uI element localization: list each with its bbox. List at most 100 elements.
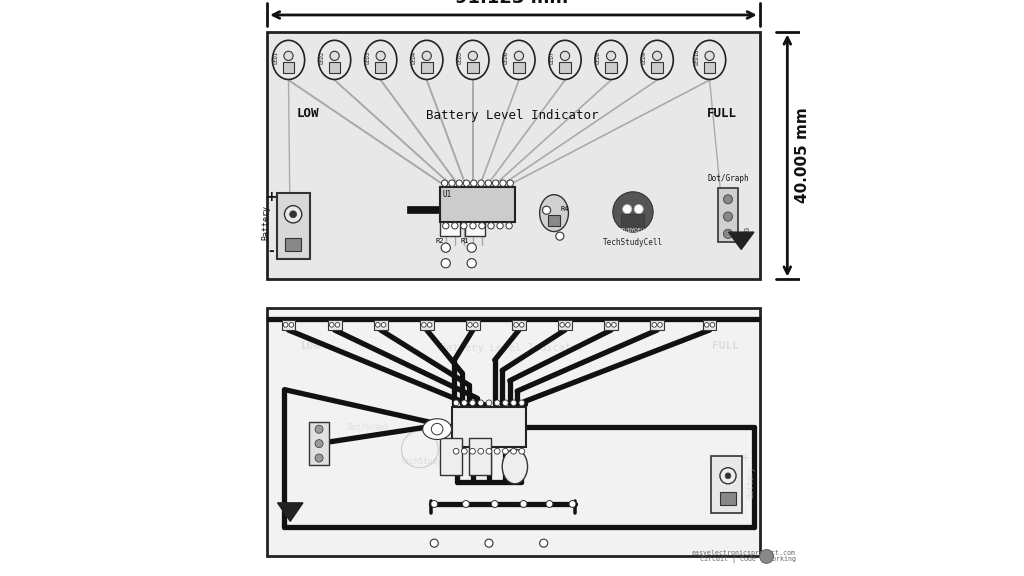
Bar: [604, 320, 618, 330]
Ellipse shape: [502, 449, 527, 484]
Circle shape: [514, 323, 518, 327]
Circle shape: [711, 323, 715, 327]
Circle shape: [507, 180, 513, 187]
Circle shape: [519, 448, 524, 454]
Circle shape: [503, 448, 508, 454]
Circle shape: [335, 323, 340, 327]
Circle shape: [454, 448, 459, 454]
Bar: [622, 214, 644, 228]
Bar: [512, 320, 526, 330]
Circle shape: [468, 51, 477, 60]
Text: LED7: LED7: [550, 51, 555, 63]
Circle shape: [461, 223, 467, 229]
Text: +: +: [265, 190, 278, 204]
Circle shape: [285, 206, 302, 223]
Circle shape: [511, 448, 516, 454]
Circle shape: [431, 501, 437, 507]
Circle shape: [623, 204, 632, 214]
Circle shape: [556, 232, 564, 240]
Circle shape: [290, 211, 297, 218]
Bar: [440, 187, 515, 222]
Circle shape: [441, 259, 451, 268]
Ellipse shape: [595, 40, 627, 79]
Circle shape: [471, 180, 477, 187]
Circle shape: [449, 180, 455, 187]
Circle shape: [376, 51, 385, 60]
Bar: [267, 308, 760, 556]
Bar: [408, 206, 439, 213]
Bar: [440, 438, 462, 475]
Ellipse shape: [423, 419, 452, 439]
Bar: [308, 422, 330, 465]
Circle shape: [506, 223, 512, 229]
Circle shape: [492, 501, 498, 507]
Circle shape: [486, 448, 492, 454]
Circle shape: [485, 539, 493, 547]
Circle shape: [431, 423, 443, 435]
Bar: [703, 62, 716, 73]
Text: +: +: [740, 453, 750, 464]
Circle shape: [725, 473, 731, 479]
Circle shape: [422, 51, 431, 60]
Circle shape: [441, 180, 447, 187]
Ellipse shape: [503, 40, 536, 79]
Circle shape: [478, 400, 483, 406]
Text: Battery Level Indicator: Battery Level Indicator: [426, 109, 598, 122]
Ellipse shape: [641, 40, 674, 79]
Circle shape: [560, 51, 569, 60]
Text: LED9: LED9: [642, 51, 647, 63]
Circle shape: [565, 323, 570, 327]
Text: FULL: FULL: [708, 107, 737, 120]
Bar: [548, 215, 560, 226]
Circle shape: [470, 400, 475, 406]
Bar: [513, 62, 524, 73]
Text: LED8: LED8: [596, 51, 601, 63]
Circle shape: [315, 454, 324, 462]
Circle shape: [284, 51, 293, 60]
Text: LED4: LED4: [412, 51, 417, 63]
Bar: [720, 492, 736, 505]
Circle shape: [289, 323, 294, 327]
Circle shape: [422, 323, 426, 327]
Ellipse shape: [272, 40, 305, 79]
Circle shape: [427, 323, 432, 327]
Bar: [283, 62, 294, 73]
Circle shape: [495, 448, 500, 454]
Ellipse shape: [318, 40, 350, 79]
Circle shape: [454, 400, 459, 406]
Circle shape: [652, 51, 662, 60]
Circle shape: [315, 439, 324, 448]
Bar: [469, 438, 490, 475]
Bar: [375, 62, 386, 73]
Bar: [702, 320, 717, 330]
Bar: [282, 320, 296, 330]
Circle shape: [467, 243, 476, 252]
Text: LED1: LED1: [273, 51, 279, 63]
Text: LED10: LED10: [694, 49, 699, 65]
Circle shape: [519, 323, 524, 327]
Circle shape: [634, 204, 643, 214]
Text: i5: i5: [742, 229, 750, 233]
Circle shape: [467, 259, 476, 268]
Bar: [559, 62, 570, 73]
Circle shape: [723, 229, 732, 238]
Circle shape: [462, 448, 467, 454]
Circle shape: [376, 323, 380, 327]
Circle shape: [723, 195, 732, 204]
Text: LED5: LED5: [458, 51, 463, 63]
Text: U1: U1: [442, 190, 453, 199]
Text: 91.123 mm: 91.123 mm: [456, 0, 568, 7]
Circle shape: [470, 223, 476, 229]
Text: -: -: [268, 244, 274, 257]
Bar: [558, 320, 571, 330]
Text: TechStudyCell: TechStudyCell: [603, 238, 663, 247]
Bar: [267, 32, 760, 279]
Circle shape: [485, 180, 492, 187]
Text: R4: R4: [561, 206, 569, 211]
Text: Dot/Graph: Dot/Graph: [708, 174, 749, 183]
Text: R2: R2: [436, 238, 444, 244]
Bar: [328, 320, 342, 330]
Ellipse shape: [411, 40, 442, 79]
Circle shape: [284, 323, 288, 327]
Circle shape: [705, 323, 709, 327]
